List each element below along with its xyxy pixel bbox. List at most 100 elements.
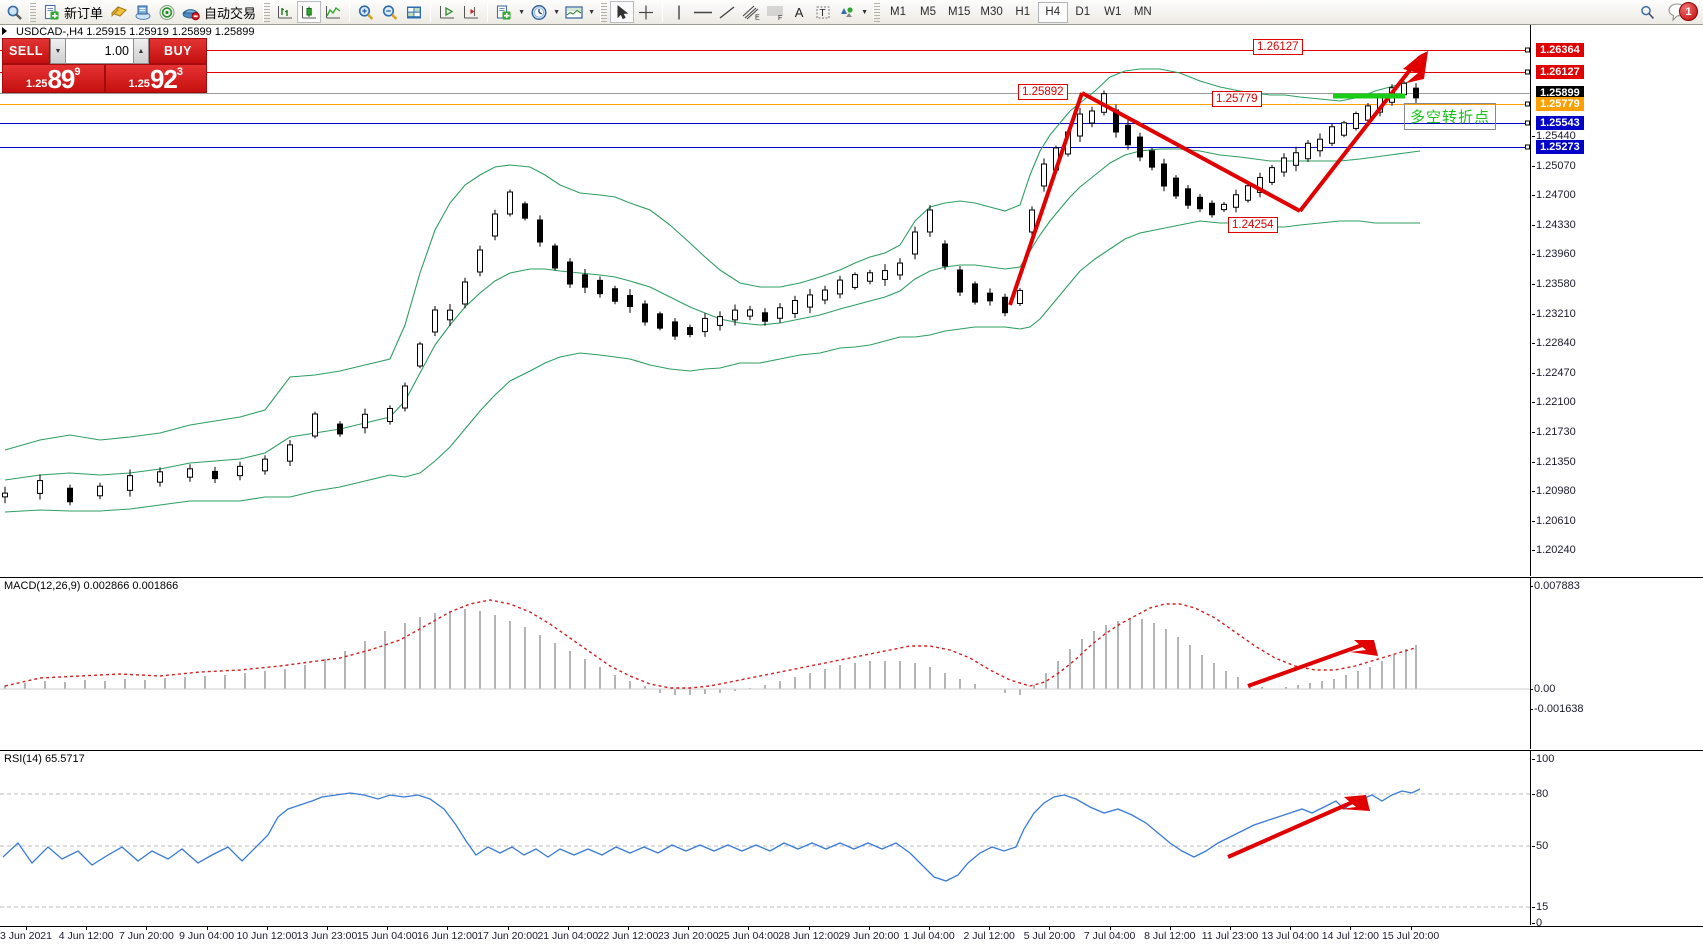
timeframe-m30[interactable]: M30 — [980, 6, 1003, 18]
annotation-1-26127[interactable]: 1.26127 — [1253, 39, 1303, 55]
hline-1-25273[interactable] — [0, 147, 1530, 148]
rsi-tick-50: 50 — [1531, 840, 1549, 852]
rsi-series-svg — [0, 788, 1530, 908]
hline-handle-1-26127[interactable] — [1525, 69, 1530, 75]
line-chart-icon[interactable] — [321, 1, 345, 23]
hline-handle-1-25543[interactable] — [1525, 120, 1530, 126]
timeframe-m1[interactable]: M1 — [890, 6, 907, 18]
text-icon[interactable]: A — [794, 4, 804, 20]
hline-handle-1-26364[interactable] — [1525, 47, 1530, 53]
new-order-icon[interactable] — [39, 1, 63, 23]
annotation-1-25892[interactable]: 1.25892 — [1018, 84, 1068, 100]
time-axis[interactable]: 3 Jun 2021 4 Jun 12:00 7 Jun 20:00 9 Jun 04… — [0, 926, 1703, 945]
auto-trade-label[interactable]: 自动交易 — [204, 5, 257, 21]
annotation-chinese-note[interactable]: 多空转折点 — [1404, 103, 1497, 130]
hline-1-26364[interactable] — [0, 50, 1530, 51]
sell-button[interactable]: SELL — [2, 38, 50, 64]
rsi-axis[interactable] — [1530, 751, 1531, 925]
time-tick-label-6: 15 Jun 04:00 — [356, 930, 418, 942]
timeframe-m15[interactable]: M15 — [948, 6, 971, 18]
timeframe-d1[interactable]: D1 — [1075, 6, 1091, 18]
time-tick-label-8: 17 Jun 20:00 — [477, 930, 538, 942]
lot-size-input[interactable]: 1.00 — [66, 38, 133, 64]
chevron-down-icon[interactable]: ▼ — [518, 8, 525, 16]
main-toolbar: 新订单 — [0, 0, 1703, 25]
toolbar-grip[interactable] — [29, 2, 36, 22]
crosshair-icon[interactable] — [634, 1, 658, 23]
chevron-down-icon-4[interactable]: ▼ — [861, 8, 868, 16]
timeframe-m5[interactable]: M5 — [920, 6, 937, 18]
lot-decrement-button[interactable]: ▼ — [50, 38, 66, 64]
rsi-tick-80: 80 — [1531, 788, 1549, 800]
shapes-icon[interactable] — [835, 1, 859, 23]
expert-advisors-icon[interactable] — [179, 1, 203, 23]
hline-1-26127[interactable] — [0, 72, 1530, 73]
chart-region[interactable]: USDCAD-,H4 1.25915 1.25919 1.25899 1.258… — [0, 25, 1703, 945]
sell-price-display[interactable]: 1.25 89 9 — [2, 64, 105, 93]
price-tick-1-22470: 1.22470 — [1532, 366, 1576, 379]
signals-icon[interactable] — [155, 1, 179, 23]
equidistant-channel-icon[interactable]: E — [739, 1, 763, 23]
bar-chart-icon[interactable] — [273, 1, 297, 23]
rsi-plot-area[interactable]: RSI(14) 65.5717 — [0, 751, 1703, 925]
annotation-1-24254[interactable]: 1.24254 — [1228, 217, 1278, 233]
timeframe-h1[interactable]: H1 — [1015, 6, 1031, 18]
indicators-icon[interactable] — [492, 1, 516, 23]
search-icon[interactable] — [1635, 1, 1659, 23]
trendline-icon[interactable] — [715, 1, 739, 23]
one-click-trading-panel[interactable]: SELL ▼ 1.00 ▲ BUY 1.25 89 9 1.25 92 3 — [2, 38, 207, 93]
hotkeys-icon[interactable] — [107, 1, 131, 23]
vertical-line-icon[interactable] — [667, 1, 691, 23]
chevron-down-icon-3[interactable]: ▼ — [588, 8, 595, 16]
magnifier-icon[interactable] — [2, 1, 26, 23]
chevron-down-icon-2[interactable]: ▼ — [553, 8, 560, 16]
price-panel[interactable]: USDCAD-,H4 1.25915 1.25919 1.25899 1.258… — [0, 25, 1703, 576]
auto-scroll-icon[interactable] — [459, 1, 483, 23]
time-tick-label-11: 23 Jun 20:00 — [657, 930, 719, 942]
buy-price-display[interactable]: 1.25 92 3 — [104, 64, 207, 93]
price-axis[interactable] — [1530, 25, 1531, 576]
annotation-1-25779[interactable]: 1.25779 — [1212, 91, 1262, 107]
svg-text:F: F — [778, 15, 782, 21]
periods-icon[interactable] — [527, 1, 551, 23]
data-window-icon[interactable] — [402, 1, 426, 23]
hline-1-25779[interactable] — [0, 104, 1530, 105]
macd-axis[interactable] — [1530, 578, 1531, 749]
hline-1-25543[interactable] — [0, 123, 1530, 124]
time-tick-mark-11 — [688, 927, 690, 930]
terminal-icon[interactable] — [131, 1, 155, 23]
time-tick-mark-0 — [26, 927, 27, 930]
price-tag-1-25779: 1.25779 — [1536, 97, 1584, 111]
hline-handle-1-25779[interactable] — [1525, 101, 1530, 107]
hline-handle-1-25273[interactable] — [1525, 144, 1530, 150]
time-tick-mark-10 — [628, 927, 629, 930]
chart-shift-icon[interactable] — [435, 1, 459, 23]
macd-plot-area[interactable]: MACD(12,26,9) 0.002866 0.001866 — [0, 578, 1703, 749]
zoom-in-icon[interactable] — [354, 1, 378, 23]
time-tick-label-4: 10 Jun 12:00 — [236, 930, 298, 942]
zoom-out-icon[interactable] — [378, 1, 402, 23]
candlestick-chart-icon[interactable] — [297, 1, 322, 23]
macd-panel[interactable]: MACD(12,26,9) 0.002866 0.001866 0.007883… — [0, 577, 1703, 749]
timeframe-mn[interactable]: MN — [1133, 6, 1152, 18]
new-order-label[interactable]: 新订单 — [64, 5, 104, 21]
cursor-icon[interactable] — [610, 1, 635, 23]
timeframe-h4[interactable]: H4 — [1037, 1, 1068, 23]
toolbar-grip-4[interactable] — [873, 2, 881, 22]
toolbar-grip-2[interactable] — [263, 2, 271, 22]
svg-text:T: T — [820, 8, 826, 19]
price-plot-area[interactable]: USDCAD-,H4 1.25915 1.25919 1.25899 1.258… — [0, 25, 1703, 576]
rsi-panel[interactable]: RSI(14) 65.5717 100 80 50 15 0 — [0, 750, 1703, 929]
rsi-trend-arrow — [1227, 795, 1370, 859]
toolbar-grip-3[interactable] — [600, 2, 608, 22]
horizontal-line-icon[interactable] — [691, 1, 715, 23]
templates-icon[interactable] — [562, 1, 586, 23]
price-tick-1-23580: 1.23580 — [1532, 278, 1576, 290]
timeframe-w1[interactable]: W1 — [1104, 6, 1122, 18]
text-label-icon[interactable]: T — [811, 1, 835, 23]
toolbar-separator-2 — [430, 2, 432, 22]
lot-increment-button[interactable]: ▲ — [133, 38, 149, 64]
buy-button[interactable]: BUY — [149, 38, 207, 64]
notifications-icon[interactable]: 1 — [1667, 1, 1698, 23]
fibonacci-icon[interactable]: F — [763, 1, 787, 23]
